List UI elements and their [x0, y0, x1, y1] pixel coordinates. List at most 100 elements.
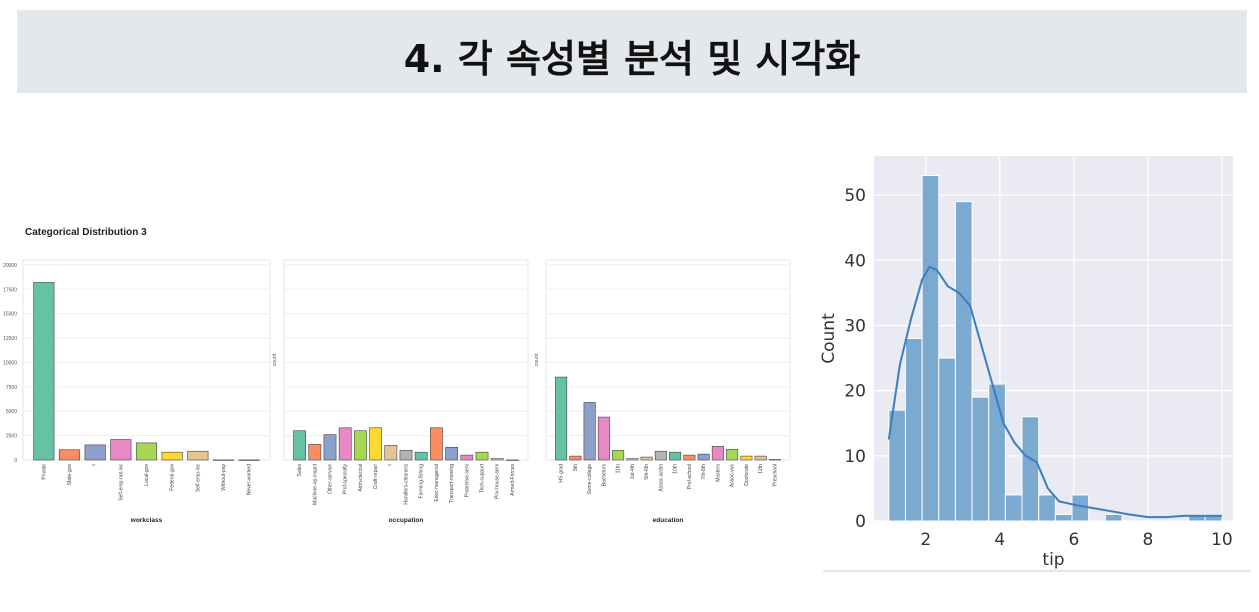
x-tick-label: Armed-Forces: [510, 464, 516, 496]
tip-histogram-chart: 0 10 20 30 40 50 2 4 6 8 10 tip Count: [819, 156, 1251, 572]
x-tick-label: State-gov: [67, 464, 73, 486]
histogram-bar: [1054, 513, 1073, 522]
x-tick-label: Local-gov: [144, 464, 150, 486]
bar-Self-emp-inc: [187, 450, 209, 461]
section-title-banner: 4. 각 속성별 분석 및 시각화: [17, 10, 1247, 93]
x-tick-label: Handlers-cleaners: [404, 464, 410, 505]
x-tick-label: 9th: [573, 464, 579, 471]
histogram-bar: [938, 357, 956, 522]
x-tick-label: Sales: [297, 464, 303, 477]
bar-Prof-school: [683, 454, 696, 461]
bar-Transport-moving: [445, 447, 458, 461]
section-title: 4. 각 속성별 분석 및 시각화: [403, 37, 861, 81]
x-tick-label: Masters: [715, 464, 721, 482]
bar-11th: [612, 449, 625, 461]
x-tick-label: Transport-moving: [449, 464, 455, 503]
bar-Some-college: [583, 402, 596, 461]
x-tick-label: Without-pay: [221, 464, 227, 491]
y-tick-label: 15000: [3, 312, 17, 318]
y-tick-label: 2500: [6, 434, 17, 440]
y-axis-label: count: [272, 353, 278, 366]
x-tick-label: Adm-clerical: [358, 464, 364, 492]
histogram-bar: [1021, 416, 1040, 522]
histogram-bar: [988, 383, 1006, 522]
panel-education: count HS-grad 9th Some-college Bachelors 11th…: [534, 259, 791, 524]
x-tick-label: Prof-school: [687, 464, 693, 489]
x-tick-label: ?: [93, 464, 99, 467]
bar-10th: [669, 451, 682, 461]
bar-Farming-fishing: [414, 451, 428, 461]
categorical-distribution-chart: 0 2500 5000 7500 10000 12500 15000 17500 20000 Pr…: [3, 259, 791, 524]
x-tick-label: Protective-serv: [464, 464, 470, 498]
bar-Assoc-voc: [726, 448, 739, 461]
bar-Masters: [711, 446, 724, 461]
panel-occupation: count Sales Machine-op-inspct Other-service…: [272, 259, 529, 524]
x-tick-label: Doctorate: [744, 464, 750, 486]
x-tick-label: Assoc-acdm: [658, 464, 664, 492]
histogram-bar: [1104, 513, 1123, 522]
histogram-bar: [1004, 494, 1023, 522]
x-tick-label: Assoc-voc: [730, 464, 736, 488]
bar-9th: [569, 455, 582, 461]
x-axis-label: tip: [1042, 550, 1064, 570]
y-tick-label: 30: [844, 316, 866, 336]
x-tick-label: 5th-6th: [644, 464, 650, 480]
x-axis-label: education: [653, 517, 684, 524]
bar-State-gov: [58, 449, 81, 461]
y-tick-label: 0: [14, 458, 17, 464]
x-axis-label: workclass: [130, 517, 163, 524]
x-tick-label: Craft-repair: [373, 464, 379, 490]
x-tick-label: Private: [41, 464, 47, 480]
y-tick-label: 50: [844, 186, 866, 206]
bar-Bachelors: [597, 416, 610, 461]
y-tick-label: 20: [844, 382, 866, 402]
bar-Local-gov: [135, 442, 158, 461]
x-tick-label: Exec-managerial: [434, 464, 440, 502]
histogram-bar: [904, 338, 923, 522]
bar-Tech-support: [475, 451, 489, 461]
x-tick-label: Self-emp-not-inc: [118, 464, 124, 501]
panel-workclass: 0 2500 5000 7500 10000 12500 15000 17500 20000 Pr…: [3, 259, 271, 524]
x-tick-label: HS-grad: [559, 464, 565, 483]
x-tick-label: ?: [388, 464, 394, 467]
x-tick-label: 12th: [758, 464, 764, 474]
x-tick-label: Federal-gov: [170, 464, 176, 491]
x-tick-label: Other-service: [328, 464, 334, 494]
y-tick-label: 0: [855, 512, 866, 532]
x-tick-label: 4: [994, 530, 1005, 550]
x-tick-label: Bachelors: [601, 464, 607, 487]
bar-Self-emp-not-inc: [110, 439, 132, 461]
histogram-bar: [1038, 494, 1056, 522]
bar-Federal-gov: [161, 451, 183, 461]
bar-?: [384, 445, 398, 461]
x-tick-label: Never-worked: [247, 464, 253, 495]
histogram-bar: [921, 175, 940, 522]
y-tick-label: 40: [844, 251, 866, 271]
bar-Sales: [293, 430, 306, 461]
bar-Preschool: [768, 459, 781, 461]
x-axis-label: occupation: [389, 517, 424, 524]
bar-1st-4th: [626, 458, 639, 461]
y-tick-label: 10000: [3, 360, 17, 366]
bar-7th-8th: [697, 453, 710, 461]
x-tick-label: Some-college: [587, 464, 593, 495]
bar-HS-grad: [555, 376, 568, 461]
x-tick-label: 10: [1211, 530, 1233, 550]
bar-Doctorate: [740, 455, 753, 461]
x-tick-label: Preschool: [772, 464, 778, 486]
panel-frame: [283, 259, 529, 461]
bar-Never-worked: [238, 459, 260, 461]
histogram-bar: [1071, 494, 1090, 522]
bar-5th-6th: [640, 456, 653, 461]
bar-Private: [33, 282, 55, 461]
y-tick-label: 17500: [3, 287, 17, 293]
y-tick-label: 7500: [6, 385, 17, 391]
x-tick-label: 10th: [673, 464, 679, 474]
x-tick-label: Machine-op-inspct: [312, 463, 318, 504]
categorical-chart-title: Categorical Distribution 3: [25, 227, 147, 238]
x-tick-label: 6: [1068, 530, 1079, 550]
bar-Craft-repair: [369, 427, 382, 461]
panel-frame: [545, 259, 791, 461]
bar-Other-service: [323, 434, 337, 461]
bar-Exec-managerial: [430, 427, 443, 461]
